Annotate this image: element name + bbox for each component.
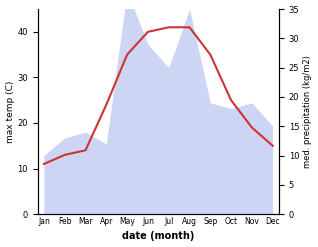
Y-axis label: med. precipitation (kg/m2): med. precipitation (kg/m2) — [303, 55, 313, 168]
Y-axis label: max temp (C): max temp (C) — [5, 80, 15, 143]
X-axis label: date (month): date (month) — [122, 231, 195, 242]
